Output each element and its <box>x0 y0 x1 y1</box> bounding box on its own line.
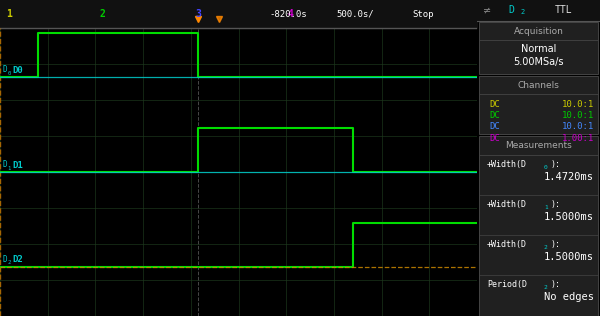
Text: DC: DC <box>490 111 500 120</box>
Text: 4: 4 <box>288 9 294 19</box>
Text: D0: D0 <box>12 66 23 75</box>
Text: -820.0s: -820.0s <box>269 10 307 19</box>
Text: 2: 2 <box>544 285 548 290</box>
Text: 10.0:1: 10.0:1 <box>562 111 594 120</box>
Text: Period(D: Period(D <box>487 280 527 289</box>
FancyBboxPatch shape <box>479 22 598 74</box>
Text: 0: 0 <box>7 71 10 76</box>
Text: 1: 1 <box>544 205 548 210</box>
Text: 1.5000ms: 1.5000ms <box>544 212 594 222</box>
Text: ):: ): <box>551 160 561 169</box>
Text: ):: ): <box>551 280 561 289</box>
Text: No edges: No edges <box>544 292 594 302</box>
Text: +Width(D: +Width(D <box>487 160 527 169</box>
Text: Channels: Channels <box>518 81 559 90</box>
Text: D: D <box>2 255 7 264</box>
Text: 3: 3 <box>195 9 201 19</box>
Text: 2: 2 <box>544 245 548 250</box>
Text: DC: DC <box>490 122 500 131</box>
Text: 2: 2 <box>7 260 10 265</box>
Text: Normal: Normal <box>521 44 556 54</box>
Text: DC: DC <box>490 134 500 143</box>
Text: DC: DC <box>490 100 500 109</box>
Text: 1.5000ms: 1.5000ms <box>544 252 594 262</box>
Text: 1: 1 <box>7 9 13 19</box>
Text: D2: D2 <box>12 256 23 264</box>
Text: ≠: ≠ <box>483 5 491 15</box>
Text: 2: 2 <box>100 9 106 19</box>
FancyBboxPatch shape <box>479 136 598 316</box>
Text: 1: 1 <box>7 166 10 171</box>
Text: 0: 0 <box>544 165 548 170</box>
FancyBboxPatch shape <box>479 76 598 134</box>
Text: 1.00:1: 1.00:1 <box>562 134 594 143</box>
Text: Measurements: Measurements <box>505 141 572 150</box>
Text: +Width(D: +Width(D <box>487 200 527 209</box>
Text: ):: ): <box>551 240 561 249</box>
Text: D1: D1 <box>12 161 23 170</box>
Text: Acquisition: Acquisition <box>514 27 563 36</box>
Text: 500.0s/: 500.0s/ <box>336 10 374 19</box>
Text: D: D <box>508 5 514 15</box>
Text: D: D <box>2 65 7 74</box>
Text: TTL: TTL <box>554 5 572 15</box>
Text: 5.00MSa/s: 5.00MSa/s <box>513 57 564 67</box>
Text: 1.4720ms: 1.4720ms <box>544 172 594 182</box>
Text: 10.0:1: 10.0:1 <box>562 122 594 131</box>
Text: ):: ): <box>551 200 561 209</box>
Text: D: D <box>2 160 7 169</box>
Text: +Width(D: +Width(D <box>487 240 527 249</box>
Text: Stop: Stop <box>413 10 434 19</box>
Text: 2: 2 <box>520 9 524 15</box>
Text: 10.0:1: 10.0:1 <box>562 100 594 109</box>
